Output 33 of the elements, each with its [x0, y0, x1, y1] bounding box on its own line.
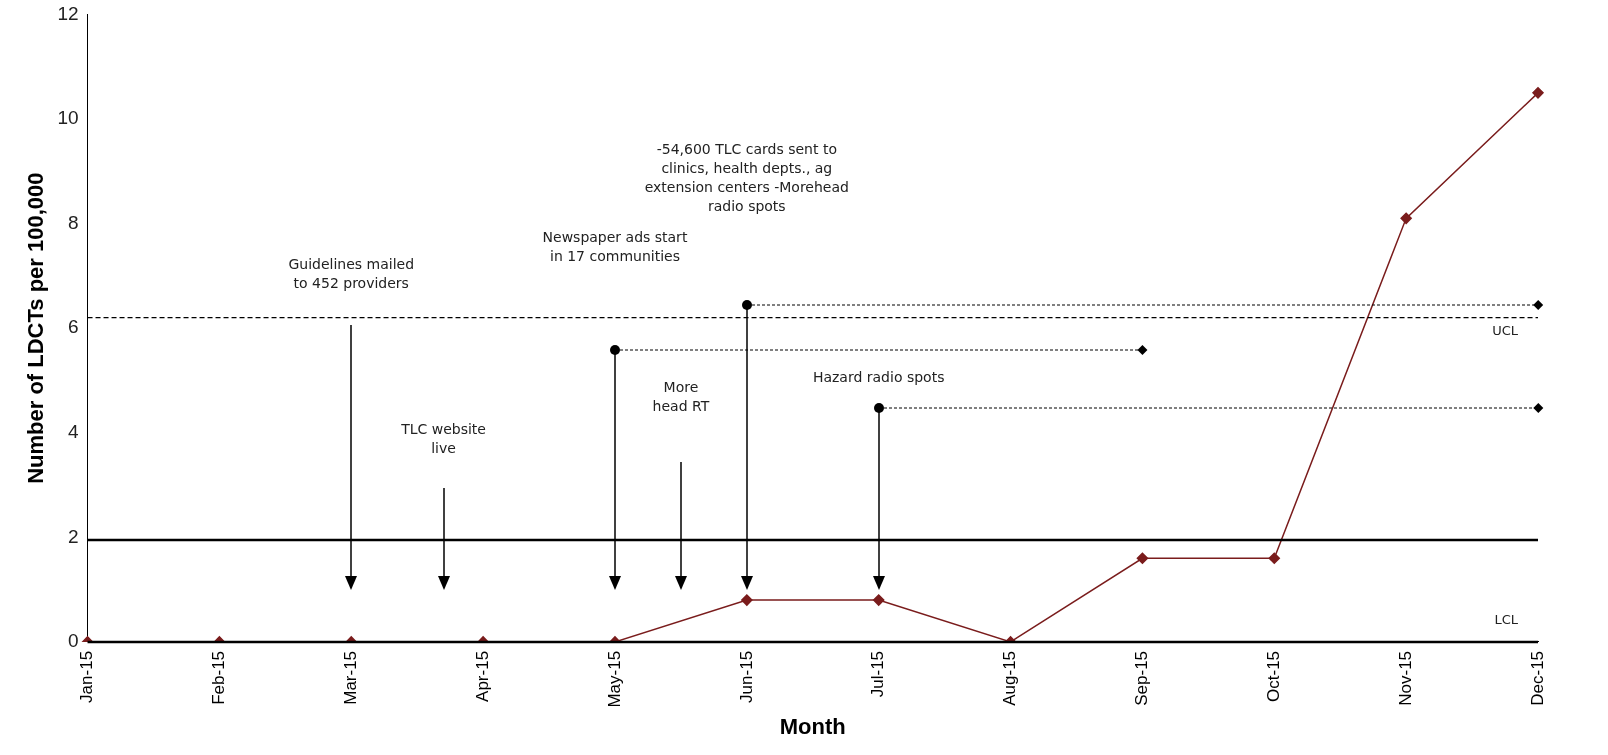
x-tick-label: Feb-15 [209, 650, 229, 705]
y-tick-label: 4 [67, 420, 79, 442]
y-tick-label: 6 [67, 316, 79, 338]
x-tick-label: Jul-15 [868, 650, 888, 698]
ref-line-label: UCL [1492, 322, 1519, 338]
y-tick-label: 10 [57, 107, 79, 129]
y-tick-label: 8 [67, 211, 79, 233]
annotation: -54,600 TLC cards sent to clinics, health depts., ag extension centers -Morehead radio spots [643, 140, 850, 216]
annotation: Newspaper ads start in 17 communities [541, 228, 689, 266]
x-tick-label: Dec-15 [1527, 650, 1547, 706]
x-tick-label: Aug-15 [1000, 650, 1020, 706]
point [1136, 552, 1149, 564]
annotation: Hazard radio spots [811, 368, 946, 387]
point [1532, 87, 1544, 99]
point [1268, 552, 1281, 564]
x-tick-label: Oct-15 [1263, 650, 1283, 702]
ref-line-label: LCL [1494, 611, 1519, 627]
x-axis-title: Month [779, 713, 846, 739]
y-tick-label: 0 [67, 630, 79, 652]
y-tick-label: 2 [67, 525, 79, 547]
annotation: More head RT [651, 378, 711, 416]
x-tick-label: Jan-15 [77, 650, 97, 703]
point [1400, 212, 1412, 225]
x-tick-label: Apr-15 [472, 650, 492, 702]
x-tick-label: May-15 [604, 650, 624, 708]
x-tick-label: Nov-15 [1395, 650, 1415, 706]
x-tick-label: Mar-15 [340, 650, 360, 705]
x-tick-label: Jun-15 [736, 650, 756, 703]
annotation: TLC website live [400, 420, 487, 458]
annotation: Guidelines mailed to 452 providers [287, 255, 416, 293]
y-tick-label: 12 [57, 2, 79, 24]
y-axis-title: Number of LDCTs per 100,000 [23, 172, 49, 484]
x-tick-label: Sep-15 [1132, 650, 1152, 706]
